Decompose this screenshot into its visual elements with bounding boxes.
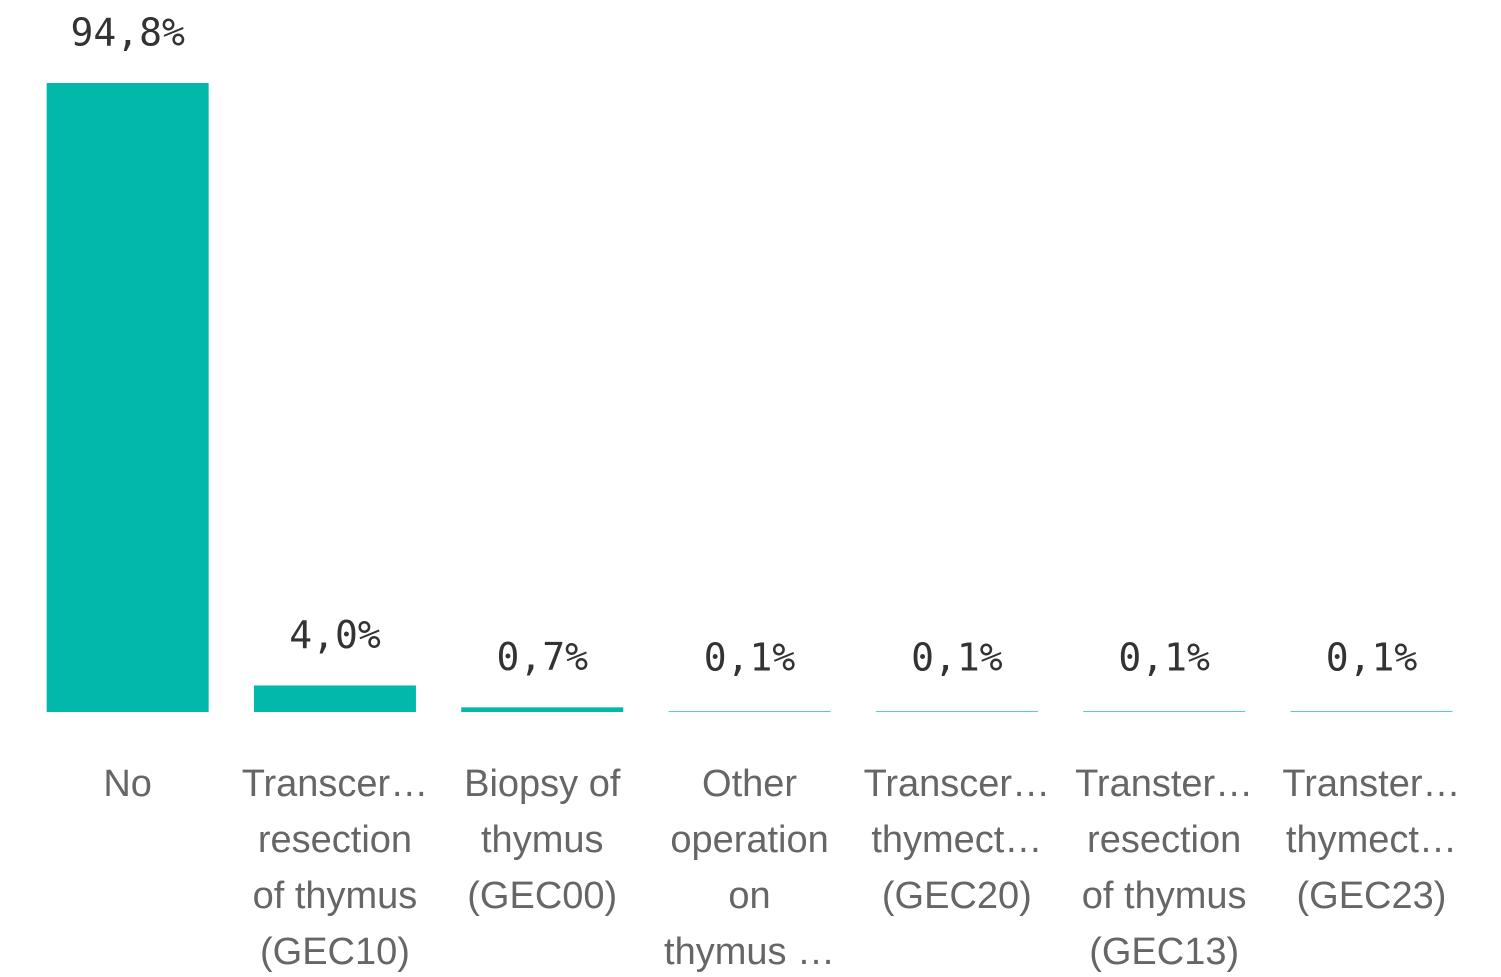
x-tick-label: of thymus xyxy=(1082,875,1247,917)
x-tick-label: (GEC00) xyxy=(467,875,617,917)
x-tick-label: thymect… xyxy=(1286,819,1457,861)
x-tick-label: Biopsy of xyxy=(464,763,621,805)
data-label: 94,8% xyxy=(70,11,185,55)
x-tick-label: resection xyxy=(258,819,412,861)
x-tick-label: (GEC23) xyxy=(1296,875,1446,917)
x-tick-label: (GEC10) xyxy=(260,931,410,973)
data-label: 0,1% xyxy=(1118,636,1210,680)
data-label: 0,7% xyxy=(496,635,588,679)
bar xyxy=(253,685,416,712)
x-tick-label: operation xyxy=(670,819,828,861)
data-label: 4,0% xyxy=(289,613,381,657)
x-tick-label: Transter… xyxy=(1282,763,1460,805)
bar xyxy=(1083,711,1246,712)
x-tick-label: Other xyxy=(702,763,797,805)
bar xyxy=(1290,711,1453,712)
x-tick-label: on xyxy=(728,875,770,917)
x-tick-label: Transcer… xyxy=(242,763,429,805)
data-label: 0,1% xyxy=(704,636,796,680)
x-tick-label: (GEC13) xyxy=(1089,931,1239,973)
x-tick-label: of thymus xyxy=(253,875,418,917)
x-tick-label: thymus … xyxy=(664,931,835,973)
data-label: 0,1% xyxy=(911,636,1003,680)
x-tick-label: No xyxy=(103,763,152,805)
bar xyxy=(875,711,1038,712)
x-tick-label: thymus xyxy=(481,819,603,861)
x-tick-label: (GEC20) xyxy=(882,875,1032,917)
x-tick-label: resection xyxy=(1087,819,1241,861)
x-tick-label: Transter… xyxy=(1075,763,1253,805)
data-label: 0,1% xyxy=(1326,636,1418,680)
bar xyxy=(668,711,831,712)
x-tick-label: thymect… xyxy=(871,819,1042,861)
bar xyxy=(461,707,624,712)
bar xyxy=(46,83,209,712)
x-tick-label: Transcer… xyxy=(864,763,1051,805)
